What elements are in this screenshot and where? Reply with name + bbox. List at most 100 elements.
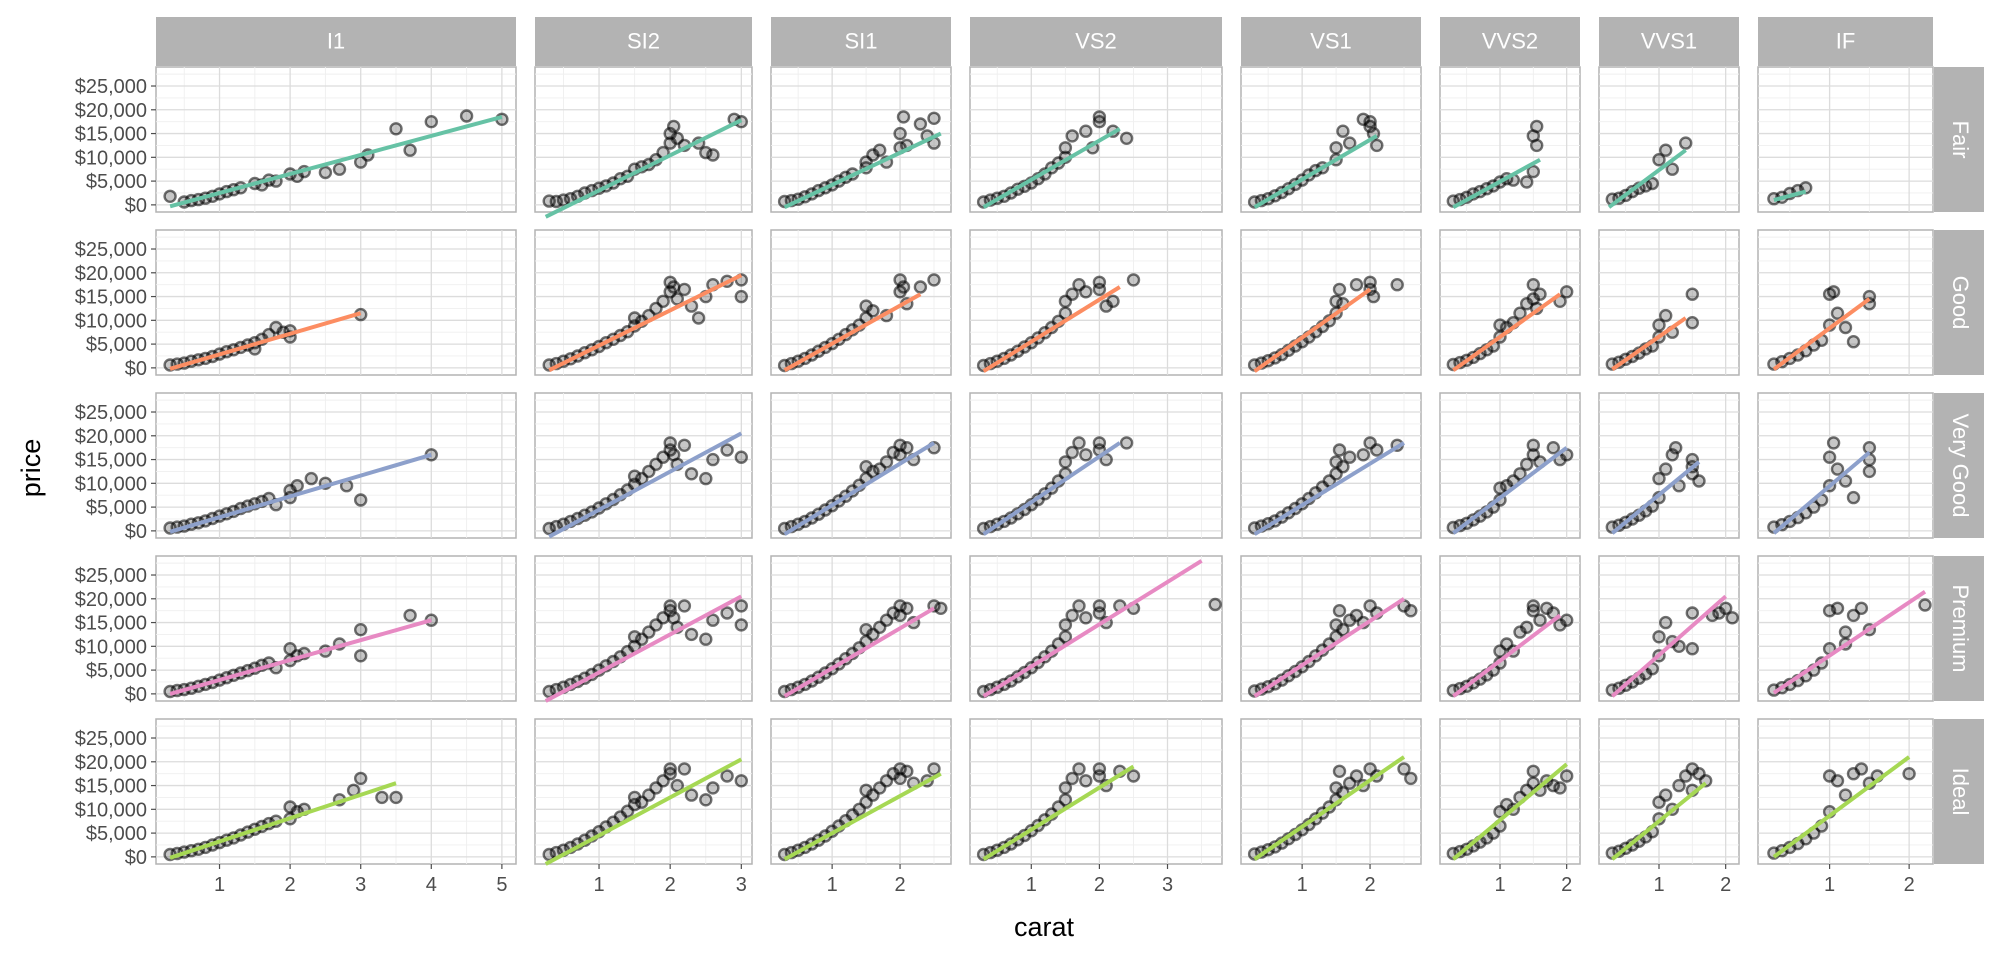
data-point bbox=[1645, 176, 1660, 191]
data-point bbox=[670, 292, 684, 306]
panel-premium-i1 bbox=[155, 555, 517, 702]
column-strip-label: VS1 bbox=[1310, 28, 1352, 53]
data-point bbox=[1079, 448, 1093, 462]
column-strip-label: VVS2 bbox=[1482, 28, 1538, 53]
panels-layer bbox=[155, 66, 1934, 866]
data-point bbox=[684, 467, 699, 481]
y-tick-label: $25,000 bbox=[75, 402, 147, 424]
row-strip bbox=[1934, 67, 1984, 212]
data-point bbox=[1553, 781, 1567, 795]
column-strip bbox=[535, 17, 752, 66]
data-point bbox=[734, 289, 748, 304]
data-point bbox=[1652, 318, 1666, 332]
data-point bbox=[1685, 642, 1700, 656]
row-strip-label: Good bbox=[1948, 276, 1973, 330]
data-point bbox=[1332, 443, 1347, 457]
data-point bbox=[1058, 618, 1073, 632]
data-point bbox=[1065, 287, 1079, 301]
data-point bbox=[1862, 441, 1877, 455]
column-strip-label: VS2 bbox=[1075, 28, 1117, 53]
fit-line bbox=[1452, 292, 1562, 372]
data-point bbox=[663, 762, 677, 776]
data-point bbox=[1404, 771, 1418, 786]
data-point bbox=[1072, 599, 1086, 613]
fit-line bbox=[169, 311, 362, 371]
panel-ideal-si2 bbox=[534, 718, 753, 866]
data-point bbox=[1513, 467, 1527, 481]
data-point bbox=[389, 122, 403, 136]
y-tick-label: $20,000 bbox=[75, 263, 147, 285]
panel-background bbox=[770, 66, 952, 213]
fit-line bbox=[1253, 134, 1378, 209]
axes-layer: $0$5,000$10,000$15,000$20,000$25,000$0$5… bbox=[75, 76, 1915, 896]
panel-very-good-si1 bbox=[770, 392, 952, 539]
data-point bbox=[670, 778, 684, 793]
data-point bbox=[720, 606, 734, 620]
y-tick-label: $25,000 bbox=[75, 76, 147, 98]
x-tick-label: 2 bbox=[1561, 874, 1572, 896]
data-point bbox=[1846, 608, 1861, 623]
fit-line bbox=[169, 452, 432, 534]
column-strip bbox=[1758, 17, 1933, 66]
panel-very-good-vvs1 bbox=[1598, 392, 1740, 539]
data-point bbox=[1065, 445, 1079, 460]
data-point bbox=[1526, 599, 1541, 613]
data-point bbox=[706, 613, 720, 627]
row-strip-label: Ideal bbox=[1948, 768, 1973, 816]
fit-line bbox=[1611, 460, 1701, 535]
data-point bbox=[1526, 764, 1541, 778]
data-point bbox=[734, 774, 748, 788]
fit-line bbox=[982, 441, 1121, 536]
data-point bbox=[389, 790, 403, 805]
data-point bbox=[866, 304, 880, 318]
data-point bbox=[1846, 335, 1861, 349]
data-point bbox=[1092, 110, 1107, 124]
data-point bbox=[663, 436, 677, 450]
data-point bbox=[720, 769, 734, 783]
data-point bbox=[1336, 460, 1350, 474]
data-point bbox=[677, 438, 692, 452]
panel-good-si2 bbox=[534, 229, 753, 376]
data-point bbox=[1072, 436, 1086, 450]
panel-fair-vs2 bbox=[969, 66, 1223, 213]
panel-fair-si1 bbox=[770, 66, 952, 213]
panel-premium-vvs2 bbox=[1439, 555, 1581, 702]
data-point bbox=[1918, 598, 1932, 612]
data-point bbox=[1658, 143, 1673, 157]
data-point bbox=[1658, 615, 1673, 630]
data-point bbox=[706, 148, 720, 162]
data-point bbox=[1668, 441, 1683, 455]
fit-line bbox=[982, 285, 1121, 373]
data-point bbox=[1329, 141, 1343, 155]
data-point bbox=[1678, 136, 1693, 150]
y-tick-label: $5,000 bbox=[86, 497, 147, 519]
data-point bbox=[1533, 613, 1547, 627]
data-point bbox=[934, 601, 948, 615]
y-tick-label: $0 bbox=[125, 358, 147, 380]
data-point bbox=[1119, 436, 1134, 450]
data-point bbox=[684, 627, 699, 642]
x-tick-label: 2 bbox=[894, 874, 905, 896]
fit-line bbox=[1772, 755, 1911, 859]
data-point bbox=[1106, 294, 1120, 308]
row-strip bbox=[1934, 393, 1984, 538]
y-tick-label: $15,000 bbox=[75, 613, 147, 635]
panel-very-good-vvs2 bbox=[1439, 392, 1581, 539]
data-point bbox=[403, 143, 417, 157]
data-point bbox=[1652, 630, 1666, 644]
data-point bbox=[1079, 774, 1093, 788]
panel-background bbox=[1598, 555, 1740, 702]
data-point bbox=[684, 788, 699, 802]
x-tick-label: 2 bbox=[1364, 874, 1375, 896]
data-point bbox=[1838, 474, 1853, 488]
data-point bbox=[1332, 282, 1347, 297]
y-tick-label: $10,000 bbox=[75, 799, 147, 821]
data-point bbox=[1862, 464, 1877, 479]
data-point bbox=[677, 762, 692, 776]
fit-line bbox=[169, 618, 432, 696]
data-point bbox=[1533, 287, 1547, 301]
data-point bbox=[1658, 308, 1673, 323]
data-point bbox=[290, 479, 304, 493]
data-point bbox=[1526, 278, 1541, 292]
